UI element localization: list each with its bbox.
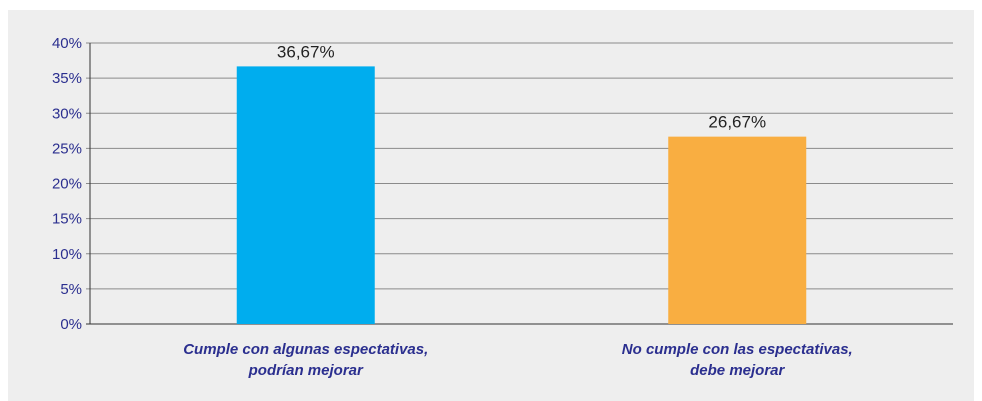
data-label: 36,67% (277, 42, 335, 61)
y-tick-label: 30% (52, 105, 82, 122)
x-category-label: No cumple con las espectativas, (622, 341, 853, 358)
x-category-label: Cumple con algunas espectativas, (183, 341, 428, 358)
bar (668, 136, 807, 324)
chart-panel: 0% 5% 10% 15% 20% 25% 30% 35% 40% 36,67% Cumple co… (8, 10, 974, 401)
bar (236, 66, 375, 324)
y-tick-label: 35% (52, 70, 82, 87)
y-tick-label: 40% (52, 35, 82, 52)
bar-chart: 0% 5% 10% 15% 20% 25% 30% 35% 40% 36,67% Cumple co… (52, 35, 953, 379)
y-tick-label: 20% (52, 176, 82, 193)
y-tick-label: 10% (52, 246, 82, 263)
y-tick-label: 15% (52, 211, 82, 228)
x-category-label: podrían mejorar (248, 362, 364, 379)
data-label: 26,67% (708, 113, 766, 132)
x-category-label: debe mejorar (690, 362, 785, 379)
y-tick-label: 25% (52, 140, 82, 157)
y-tick-label: 5% (60, 281, 82, 298)
y-tick-label: 0% (60, 316, 82, 333)
